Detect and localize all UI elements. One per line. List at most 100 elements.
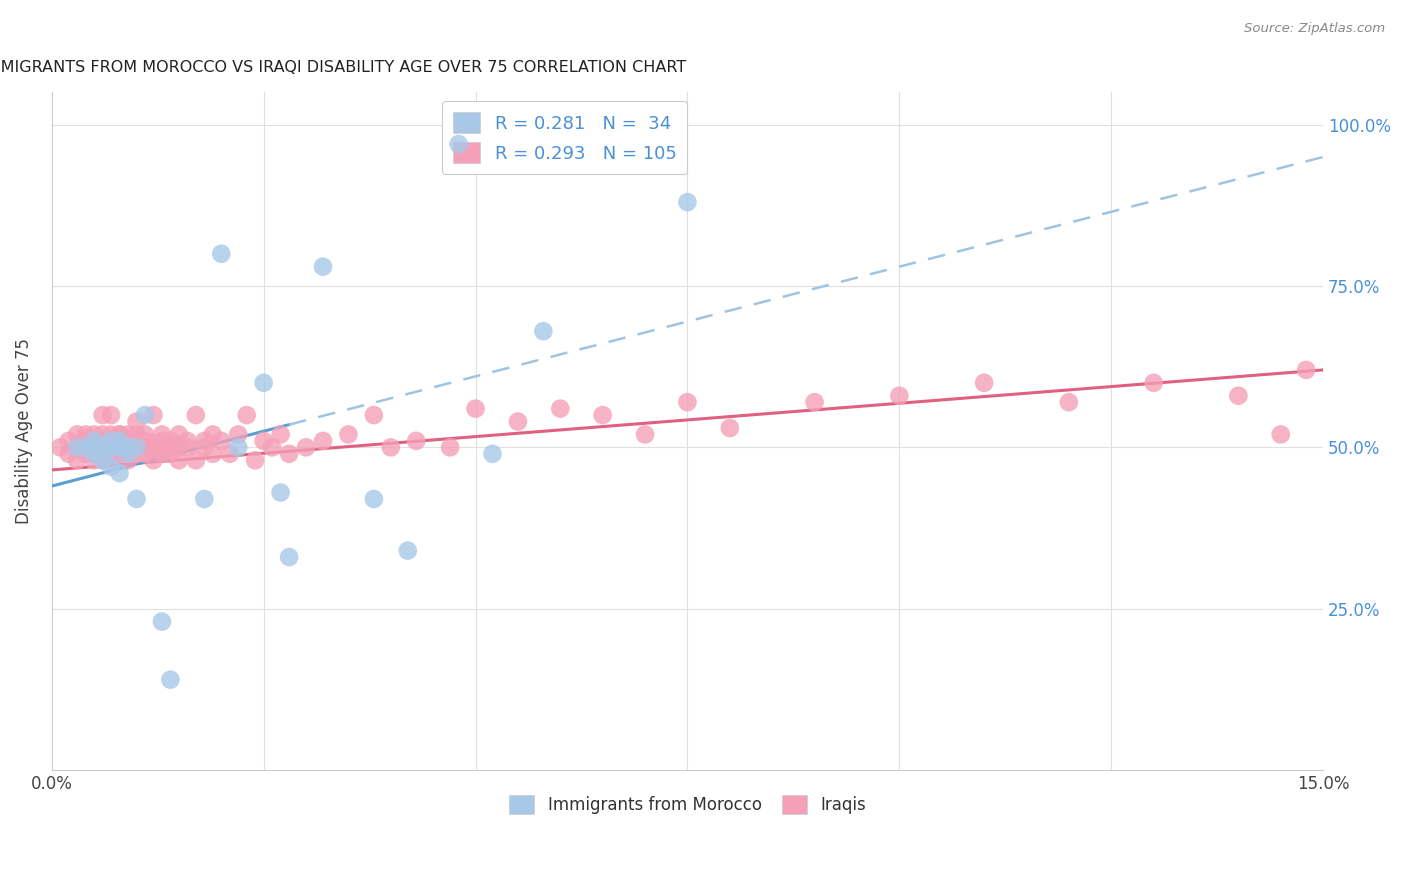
Point [100,441,122,455]
Point [253,434,276,448]
Point [91,427,114,442]
Point [464,401,486,416]
Point [83,441,105,455]
Point [108,441,131,455]
Point [108,447,131,461]
Point [83,447,105,461]
Point [108,427,131,442]
Point [58,434,80,448]
Point [481,447,503,461]
Point [167,441,190,455]
Point [218,447,240,461]
Point [58,447,80,461]
Point [66,441,89,455]
Point [209,246,232,260]
Point [83,447,105,461]
Point [167,427,190,442]
Point [100,408,122,422]
Point [278,447,301,461]
Point [150,615,173,629]
Point [108,466,131,480]
Point [75,441,97,455]
Point [117,441,139,455]
Point [142,408,165,422]
Point [209,434,232,448]
Point [125,415,148,429]
Point [150,427,173,442]
Point [142,441,165,455]
Point [100,447,122,461]
Point [201,427,224,442]
Point [134,434,156,448]
Point [83,441,105,455]
Point [396,543,419,558]
Point [803,395,825,409]
Point [243,453,266,467]
Point [270,427,292,442]
Point [176,441,198,455]
Point [75,434,97,448]
Point [142,453,165,467]
Point [100,441,122,455]
Point [75,427,97,442]
Point [125,441,148,455]
Point [117,453,139,467]
Point [363,491,385,506]
Point [91,434,114,448]
Point [100,434,122,448]
Point [66,427,89,442]
Point [125,447,148,461]
Point [134,408,156,422]
Point [447,136,470,151]
Point [1270,427,1292,442]
Point [1057,395,1080,409]
Legend: Immigrants from Morocco, Iraqis: Immigrants from Morocco, Iraqis [501,787,875,822]
Point [295,441,318,455]
Point [100,459,122,474]
Point [83,441,105,455]
Point [235,408,257,422]
Point [184,453,207,467]
Point [253,376,276,390]
Point [91,441,114,455]
Point [75,441,97,455]
Point [1295,363,1317,377]
Point [134,427,156,442]
Point [159,673,181,687]
Point [100,447,122,461]
Point [592,408,614,422]
Point [150,434,173,448]
Point [117,447,139,461]
Point [91,447,114,461]
Point [634,427,657,442]
Point [184,408,207,422]
Point [176,434,198,448]
Point [506,415,529,429]
Text: IMMIGRANTS FROM MOROCCO VS IRAQI DISABILITY AGE OVER 75 CORRELATION CHART: IMMIGRANTS FROM MOROCCO VS IRAQI DISABIL… [0,60,686,75]
Point [150,447,173,461]
Point [100,434,122,448]
Point [150,441,173,455]
Point [363,408,385,422]
Point [108,434,131,448]
Point [405,434,427,448]
Point [1142,376,1164,390]
Point [108,441,131,455]
Point [91,408,114,422]
Point [278,549,301,564]
Point [134,447,156,461]
Point [91,453,114,467]
Point [108,441,131,455]
Point [270,485,292,500]
Point [83,441,105,455]
Point [889,389,911,403]
Point [117,427,139,442]
Point [91,453,114,467]
Point [117,447,139,461]
Point [117,441,139,455]
Y-axis label: Disability Age Over 75: Disability Age Over 75 [15,338,32,524]
Point [83,453,105,467]
Point [226,441,249,455]
Point [676,195,699,210]
Point [380,441,402,455]
